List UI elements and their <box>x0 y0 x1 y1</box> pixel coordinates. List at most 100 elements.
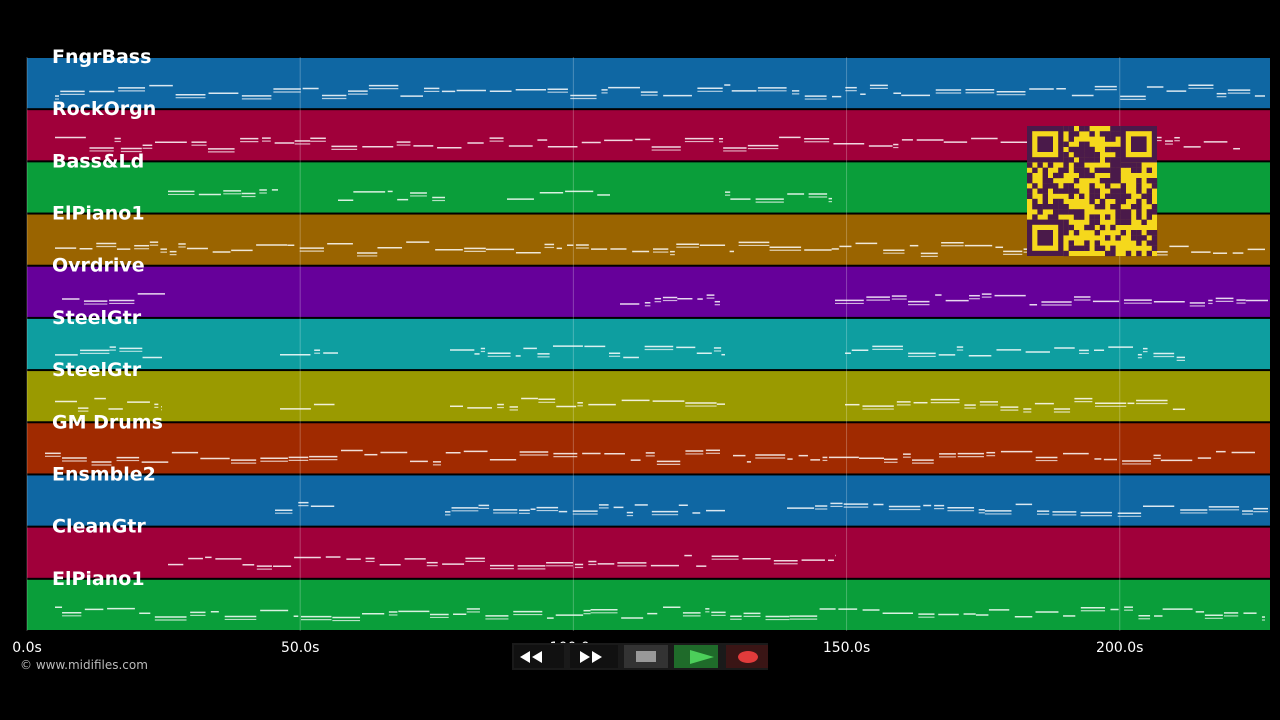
forward-button[interactable] <box>570 645 618 668</box>
qr-cell <box>1058 198 1064 205</box>
x-tick-label: 150.0s <box>823 640 870 656</box>
x-tick-label: 50.0s <box>281 640 319 656</box>
qr-cell <box>1053 214 1059 220</box>
qr-cell <box>1136 198 1142 205</box>
qr-cell <box>1063 183 1069 189</box>
qr-cell <box>1110 136 1116 142</box>
qr-cell <box>1136 183 1142 189</box>
qr-cell <box>1141 219 1147 225</box>
qr-cell <box>1115 193 1121 199</box>
track-name: SteelGtr <box>52 307 142 329</box>
qr-cell <box>1099 245 1106 251</box>
rewind-button[interactable] <box>514 645 564 668</box>
qr-cell <box>1047 204 1054 210</box>
qr-cell <box>1053 172 1059 179</box>
qr-cell <box>1079 162 1085 168</box>
qr-cell <box>1027 178 1033 184</box>
qr-cell <box>1151 235 1158 241</box>
qr-cell <box>1115 188 1121 194</box>
qr-cell <box>1125 250 1132 257</box>
qr-cell <box>1094 188 1100 194</box>
qr-cell <box>1105 235 1111 241</box>
qr-cell <box>1110 188 1116 194</box>
qr-cell <box>1053 183 1059 189</box>
qr-cell <box>1037 162 1043 168</box>
qr-cell <box>1079 141 1085 147</box>
qr-cell <box>1094 157 1100 163</box>
qr-cell <box>1105 214 1111 220</box>
qr-cell <box>1063 141 1069 147</box>
qr-cell <box>1058 209 1064 215</box>
qr-cell <box>1058 172 1064 179</box>
qr-cell <box>1084 167 1090 173</box>
qr-cell <box>1136 214 1142 220</box>
qr-cell <box>1094 219 1100 225</box>
qr-cell <box>1053 204 1059 210</box>
qr-cell <box>1120 183 1126 189</box>
qr-cell <box>1120 209 1126 215</box>
qr-cell <box>1032 214 1038 220</box>
track-lane <box>27 266 1270 317</box>
stop-button[interactable] <box>624 645 668 668</box>
qr-cell <box>1115 162 1121 168</box>
qr-cell <box>1110 157 1116 163</box>
qr-cell <box>1089 198 1095 205</box>
qr-finder <box>1026 219 1064 256</box>
qr-cell <box>1136 235 1142 241</box>
play-button[interactable] <box>674 645 718 668</box>
track-lane <box>27 527 1270 578</box>
qr-cell <box>1120 188 1126 194</box>
qr-cell <box>1073 214 1080 220</box>
qr-cell <box>1073 162 1080 168</box>
qr-cell <box>1068 245 1074 251</box>
qr-cell <box>1032 167 1038 173</box>
track-name: RockOrgn <box>52 98 156 120</box>
record-button[interactable] <box>726 645 768 668</box>
qr-cell <box>1115 126 1121 132</box>
qr-cell <box>1042 193 1048 199</box>
qr-cell <box>1027 193 1033 199</box>
qr-cell <box>1131 167 1137 173</box>
qr-cell <box>1105 146 1111 153</box>
qr-cell <box>1089 214 1095 220</box>
qr-cell <box>1146 198 1152 205</box>
qr-cell <box>1073 146 1080 153</box>
qr-cell <box>1068 193 1074 199</box>
track-name: CleanGtr <box>52 516 146 538</box>
qr-cell <box>1099 224 1106 231</box>
icon <box>580 651 602 663</box>
qr-cell <box>1027 162 1033 168</box>
qr-cell <box>1037 204 1043 210</box>
qr-cell <box>1079 167 1085 173</box>
qr-cell <box>1099 204 1106 210</box>
qr-cell <box>1073 131 1080 137</box>
qr-cell <box>1047 178 1054 184</box>
copyright: © www.midifiles.com <box>20 658 148 672</box>
qr-cell <box>1089 224 1095 231</box>
qr-cell <box>1089 193 1095 199</box>
track-lane <box>27 371 1270 422</box>
qr-cell <box>1120 162 1126 168</box>
qr-cell <box>1146 178 1152 184</box>
qr-cell <box>1110 126 1116 132</box>
qr-cell <box>1079 245 1085 251</box>
qr-cell <box>1053 209 1059 215</box>
qr-cell <box>1068 209 1074 215</box>
qr-cell <box>1120 198 1126 205</box>
qr-cell <box>1063 250 1069 257</box>
qr-cell <box>1146 188 1152 194</box>
qr-cell <box>1110 167 1116 173</box>
qr-cell <box>1110 193 1116 199</box>
qr-cell <box>1120 214 1126 220</box>
qr-cell <box>1131 235 1137 241</box>
qr-cell <box>1027 172 1033 179</box>
qr-cell <box>1089 152 1095 158</box>
qr-cell <box>1120 230 1126 236</box>
qr-cell <box>1058 167 1064 173</box>
qr-cell <box>1094 152 1100 158</box>
qr-cell <box>1136 250 1142 257</box>
qr-cell <box>1131 162 1137 168</box>
qr-cell <box>1063 167 1069 173</box>
qr-cell <box>1136 178 1142 184</box>
